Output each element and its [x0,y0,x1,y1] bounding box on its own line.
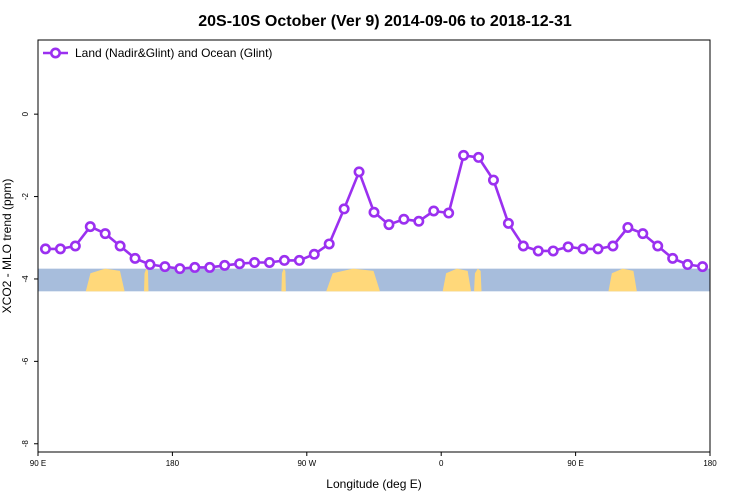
data-point [293,254,305,266]
data-point [129,252,141,264]
land-segment [85,268,125,292]
data-point [54,243,66,255]
data-point [234,258,246,270]
data-point [562,241,574,253]
data-point [99,228,111,240]
data-point [487,174,499,186]
data-point [667,252,679,264]
data-point [473,151,485,163]
y-tick-label: -4 [21,275,30,283]
x-tick-label: 90 W [297,459,316,468]
series-points-group [39,149,709,275]
y-tick-label: -2 [21,192,30,200]
y-axis-label: XCO2 - MLO trend (ppm) [0,179,14,314]
x-tick-label: 180 [166,459,180,468]
data-point [532,245,544,257]
data-point [174,263,186,275]
data-point [577,243,589,255]
land-segment [608,268,637,292]
data-point [114,240,126,252]
data-point [353,166,365,178]
plot-frame [37,39,711,453]
y-axis: 0 -2 -4 -6 -8 [21,111,38,447]
data-point [398,213,410,225]
x-tick-label: 180 [703,459,717,468]
legend-label: Land (Nadir&Glint) and Ocean (Glint) [75,46,272,60]
data-point [219,259,231,271]
data-point [278,254,290,266]
data-point [502,217,514,229]
data-point [682,259,694,271]
x-axis-label: Longitude (deg E) [326,477,421,491]
data-point [39,243,51,255]
data-point [697,261,709,273]
data-point [69,240,81,252]
y-tick-label: -6 [21,357,30,365]
land-segment [144,268,149,292]
data-point [383,219,395,231]
data-point [413,215,425,227]
x-tick-label: 0 [439,459,444,468]
data-point [637,228,649,240]
legend: Land (Nadir&Glint) and Ocean (Glint) [43,46,272,60]
data-point [308,248,320,260]
chart-title: 20S-10S October (Ver 9) 2014-09-06 to 20… [198,13,572,30]
data-point [338,203,350,215]
legend-marker [49,47,61,59]
x-axis: 90 E 180 90 W 0 90 E 180 [30,452,717,468]
data-point [189,261,201,273]
data-point [607,240,619,252]
data-point [368,206,380,218]
data-point [652,240,664,252]
x-tick-label: 90 E [567,459,583,468]
data-point [622,221,634,233]
data-point [428,205,440,217]
y-tick-label: -8 [21,440,30,448]
data-point [249,256,261,268]
data-point [458,149,470,161]
data-point [144,259,156,271]
data-point [443,207,455,219]
land-segment [281,268,286,292]
data-point [592,243,604,255]
land-segment [326,268,380,292]
data-point [84,221,96,233]
land-segment [442,268,472,292]
y-tick-label: 0 [21,111,30,116]
x-tick-label: 90 E [30,459,46,468]
data-point [517,240,529,252]
data-point [263,256,275,268]
data-point [159,261,171,273]
data-point [547,245,559,257]
data-point [323,238,335,250]
data-point [204,261,216,273]
land-segment [474,268,482,292]
land-ocean-strip [38,268,710,292]
